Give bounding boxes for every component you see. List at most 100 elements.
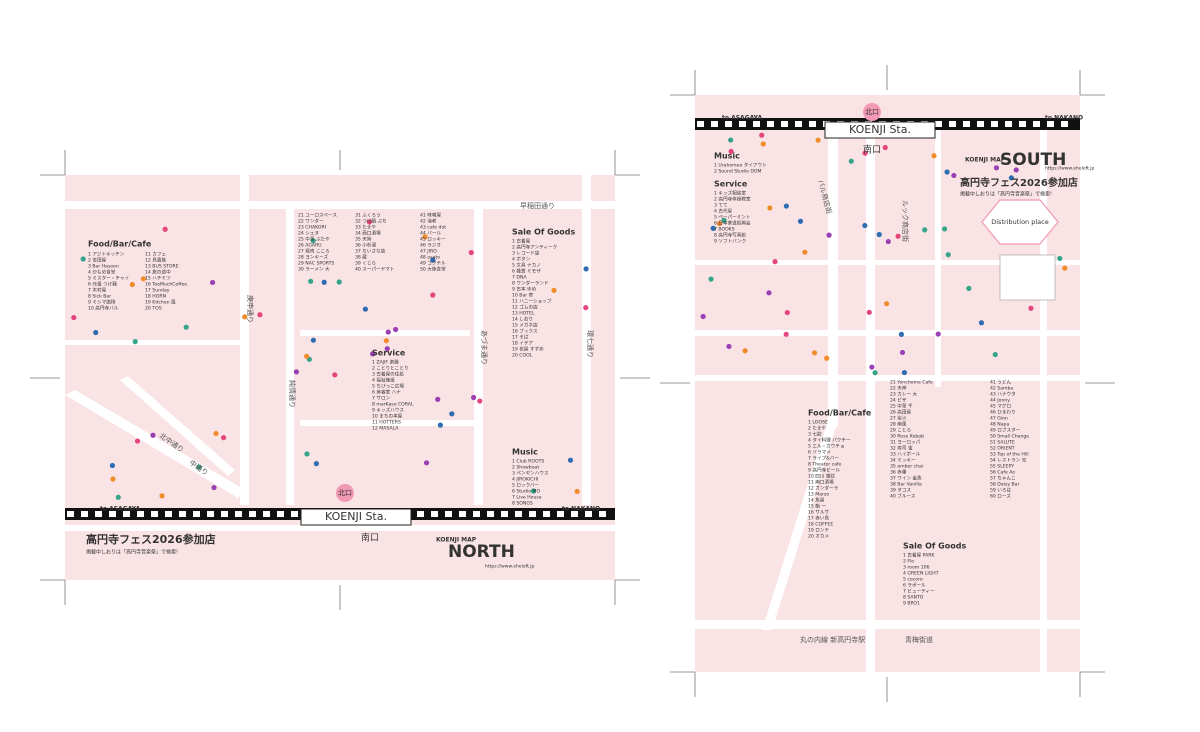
list-item: 9 ソフトバンク xyxy=(714,239,746,245)
station-name: KOENJI Sta. xyxy=(849,123,911,136)
rail-tie xyxy=(781,121,788,127)
list-item: 28 ヨンキーズ xyxy=(298,254,328,261)
list-item: 8 marKaso CORAL xyxy=(372,402,414,408)
exit-badge xyxy=(336,484,354,502)
list-item: 3 Bar Hasoon xyxy=(88,264,119,270)
shop-dot xyxy=(772,259,778,265)
shop-dot xyxy=(362,306,369,312)
shop-dot xyxy=(384,346,390,352)
list-item: 3 room 106 xyxy=(903,565,930,571)
list-item: 13 BUS STORE xyxy=(145,264,179,270)
street-name: 青梅街道 xyxy=(905,635,933,644)
station-box xyxy=(300,508,412,526)
rail-tie xyxy=(235,511,242,517)
sheet-subtitle: 掲載中しおりは「高円寺音楽祭」で検索! xyxy=(960,191,1052,198)
shop-dot xyxy=(242,314,248,320)
list-item: 19 ロンテ xyxy=(808,528,829,534)
rail-tie xyxy=(193,511,200,517)
list-item: 8 Sick Bar xyxy=(88,294,111,300)
exit-south: 南口 xyxy=(863,144,881,156)
list-item: 22 ワンダー xyxy=(298,218,324,225)
list-item: 9 ミシマ珈琲 xyxy=(88,299,116,306)
shop-dot xyxy=(872,370,878,376)
list-item: 20 COOL xyxy=(512,353,533,359)
list-item: 12 ガンダーラ xyxy=(808,485,839,492)
list-item: 5 ペーパーミント xyxy=(714,215,751,221)
list-item: 36 小杉湯 xyxy=(355,242,376,249)
list-item: 50 大陸食堂 xyxy=(420,266,446,273)
list-item: 46 ラジオ xyxy=(420,243,441,249)
list-item: 24 ピザ xyxy=(890,398,907,404)
shop-dot xyxy=(716,220,722,227)
shop-dot xyxy=(895,233,901,239)
list-item: 3 ペンギンハウス xyxy=(512,470,549,477)
distribution-hexagon xyxy=(981,199,1059,245)
list-item: 14 旅の途中 xyxy=(145,269,171,276)
shop-dot xyxy=(129,281,135,288)
distribution-box xyxy=(999,254,1056,301)
list-item: 40 ブルース xyxy=(890,493,916,500)
list-item: 19 花屋 すずめ xyxy=(512,346,544,353)
shop-dot xyxy=(951,172,957,179)
rail-tie xyxy=(151,511,158,517)
list-item: 11 ハニーショップ xyxy=(512,299,552,305)
shop-dot xyxy=(1062,265,1068,271)
shop-dot xyxy=(422,234,428,240)
shop-dot xyxy=(824,355,830,361)
shop-dot xyxy=(862,222,868,229)
list-item: 15 ハチミツ xyxy=(145,276,171,282)
list-item: 1 古着屋 xyxy=(512,238,531,245)
list-item: 7 DNA xyxy=(512,275,527,281)
shop-dot xyxy=(196,464,202,470)
shop-dot xyxy=(393,326,399,333)
street-name: ルック商店街 xyxy=(901,200,910,242)
list-item: 5 文具 ナカノ xyxy=(512,262,541,269)
list-item: 51 SALUTE xyxy=(990,440,1015,446)
url: https://www.eheleft.jp xyxy=(1045,166,1095,172)
list-item: 5 エル・ガウチョ xyxy=(808,443,845,450)
list-item: 6 Studio MO xyxy=(512,489,540,495)
street-name: あづま通り xyxy=(480,330,489,365)
list-item: 12 ゴムの店 xyxy=(512,304,538,311)
rail-tie xyxy=(1033,121,1040,127)
shop-dot xyxy=(423,460,430,466)
rail-tie xyxy=(767,121,774,127)
list-item: 45 マグロ xyxy=(990,403,1011,410)
list-item: 7 BOOKS xyxy=(714,227,735,233)
shop-dot xyxy=(366,219,373,225)
rail-tie xyxy=(459,511,466,517)
shop-dot xyxy=(257,312,263,318)
list-item: 8 Theater cafe xyxy=(808,462,842,468)
shop-dot xyxy=(385,329,391,335)
list-item: 42 海老 xyxy=(420,218,437,225)
shop-dot xyxy=(862,150,868,156)
shop-dot xyxy=(866,309,872,315)
rail-tie xyxy=(543,511,550,517)
list-item: 34 ミッキー xyxy=(890,458,916,464)
list-item: 47 Gion xyxy=(990,416,1008,422)
list-item: 2 ことりとことり xyxy=(372,366,409,372)
list-item: 4 福祉施設 xyxy=(372,377,395,384)
list-item: 18 COFFEE xyxy=(808,522,833,528)
list-item: 2 Sound Studio DOM xyxy=(714,169,762,175)
list-item: 49 ロブスター xyxy=(990,427,1021,434)
shop-dot xyxy=(802,249,808,255)
shop-dot xyxy=(700,313,706,320)
rail-tie xyxy=(291,511,298,517)
shop-dot xyxy=(437,422,443,428)
list-item: 53 Top of the Hill xyxy=(990,452,1029,458)
rail-tie xyxy=(207,511,214,517)
list-item: 15 メガネ店 xyxy=(512,322,538,329)
list-item: 13 Marzo xyxy=(808,492,829,498)
rail-tie xyxy=(179,511,186,517)
list-item: 29 ことら xyxy=(890,428,911,434)
list-item: 7 サロン xyxy=(372,396,391,402)
list-item: 3 レコード店 xyxy=(512,250,540,257)
shop-dot xyxy=(468,249,474,256)
shop-dot xyxy=(944,169,950,175)
direction-west: to ASAGAYA xyxy=(722,115,762,122)
shop-dot xyxy=(942,226,948,232)
list-item: 11 南口酒場 xyxy=(808,479,834,486)
list-item: 9 高円寺ビール xyxy=(808,467,840,474)
